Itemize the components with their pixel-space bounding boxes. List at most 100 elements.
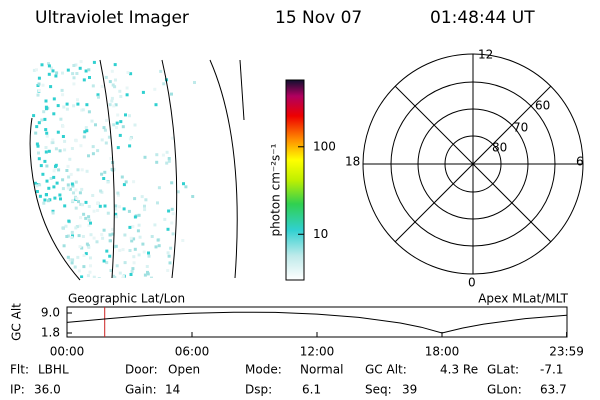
pixel [114, 244, 118, 248]
pixel [102, 126, 106, 130]
pixel [74, 63, 78, 67]
pixel [66, 164, 70, 168]
date: 15 Nov 07 [275, 8, 362, 28]
pixel [115, 126, 118, 130]
info-label: Flt: [10, 363, 29, 377]
colorbar-tick-label: 10 [313, 227, 328, 241]
pixel [105, 118, 108, 122]
pixel [167, 209, 171, 213]
info-value: 39 [402, 383, 417, 397]
pixel [67, 219, 71, 223]
pixel [176, 190, 180, 194]
pixel [70, 230, 74, 234]
pixel [129, 236, 133, 240]
pixel [88, 270, 92, 274]
pixel [170, 92, 173, 96]
pixel [156, 201, 159, 205]
x-tick-label: 18:00 [425, 345, 460, 359]
pixel [143, 155, 147, 159]
pixel [170, 207, 174, 211]
pixel [49, 66, 53, 70]
pixel [54, 147, 58, 151]
pixel [137, 253, 141, 257]
pixel [39, 164, 43, 168]
pixel [36, 144, 40, 148]
pixel [87, 154, 90, 158]
pixel [32, 68, 36, 72]
pixel [128, 249, 132, 252]
pixel [42, 110, 46, 114]
pixel [118, 89, 122, 93]
pixel [66, 234, 70, 238]
title: Ultraviolet Imager [35, 8, 189, 28]
pixel [128, 114, 131, 118]
pixel [165, 161, 169, 165]
pixel [113, 85, 117, 89]
info-value: Open [168, 363, 200, 377]
pixel [125, 86, 129, 90]
pixel [102, 177, 106, 180]
pixel [145, 265, 149, 268]
pixel [74, 206, 78, 210]
pixel [66, 186, 70, 190]
pixel [171, 212, 175, 216]
pixel [132, 261, 136, 265]
pixel [116, 113, 120, 117]
pixel [155, 153, 159, 157]
pixel [80, 187, 84, 191]
grid-curve [99, 59, 115, 279]
pixel [92, 236, 96, 240]
pixel [37, 89, 41, 92]
pixel [121, 274, 125, 278]
info-label: Gain: [125, 383, 157, 397]
pixel [35, 125, 39, 129]
spoke [394, 85, 552, 243]
pixel [143, 208, 147, 212]
pixel [133, 215, 137, 219]
pixel [91, 152, 95, 156]
info-value: LBHL [38, 363, 69, 377]
pixel [143, 273, 147, 277]
orbit-left-title: Geographic Lat/Lon [68, 292, 185, 306]
pixel [33, 181, 37, 185]
pixel [138, 235, 142, 239]
pixel [102, 228, 106, 232]
pixel [77, 234, 81, 238]
grid-curve [161, 59, 178, 279]
pixel [49, 177, 53, 180]
pixel [72, 191, 75, 195]
pixel [61, 71, 64, 75]
pixel [70, 261, 74, 265]
pixel [79, 60, 83, 64]
pixel [184, 185, 188, 189]
pixel [37, 121, 41, 125]
pixel [110, 99, 114, 103]
pixel [97, 95, 100, 99]
pixel [77, 269, 81, 273]
polar-plot: 12 18 6 0 60 70 80 [345, 48, 584, 290]
pixel [78, 66, 82, 70]
pixel [58, 149, 62, 153]
pixel [100, 172, 104, 176]
mlt-label: 12 [478, 48, 493, 62]
pixel [81, 235, 85, 238]
pixel [124, 180, 128, 184]
pixel [80, 275, 84, 278]
pixel [70, 147, 74, 150]
pixel [108, 233, 112, 237]
pixel [79, 144, 83, 148]
pixel [109, 269, 113, 272]
grid-curve [239, 59, 245, 121]
pixel [45, 107, 48, 111]
pixel [41, 83, 45, 87]
info-label: Mode: [245, 363, 282, 377]
pixel [85, 242, 89, 246]
pixel [76, 98, 79, 102]
pixel [74, 188, 78, 192]
pixel [141, 242, 145, 246]
pixel [181, 239, 185, 242]
pixel [40, 118, 44, 122]
pixel [61, 178, 65, 182]
pixel [108, 80, 112, 84]
